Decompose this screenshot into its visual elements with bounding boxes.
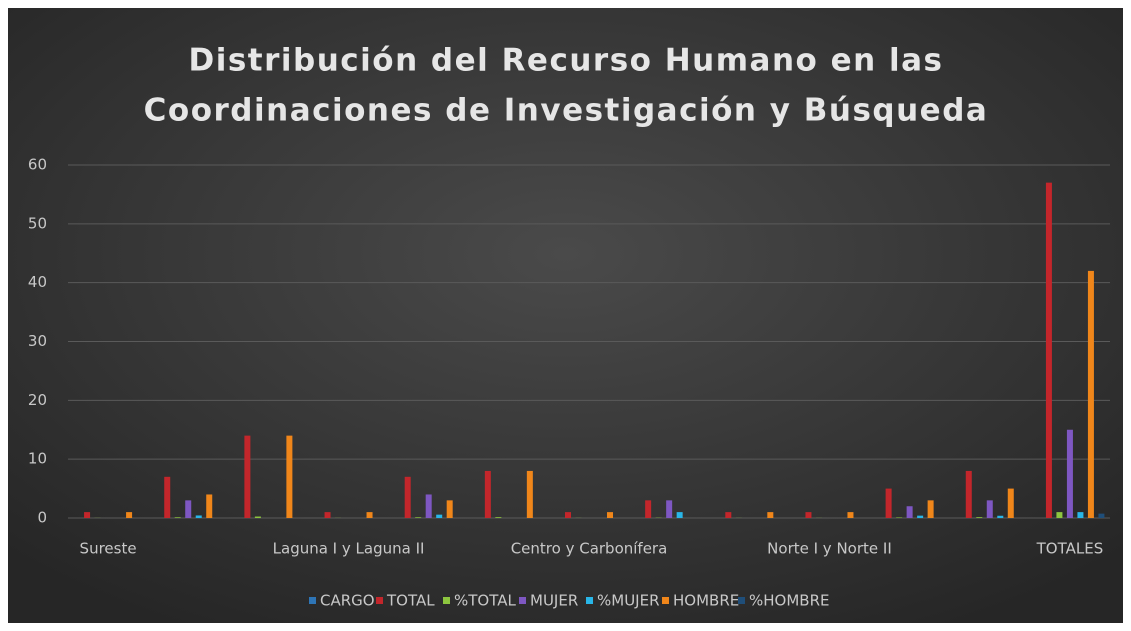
y-tick-label: 40 bbox=[28, 273, 47, 291]
bar bbox=[927, 500, 934, 518]
bar bbox=[425, 494, 432, 518]
bar bbox=[164, 476, 171, 518]
bar bbox=[1045, 182, 1052, 518]
bar bbox=[324, 512, 331, 518]
bar bbox=[725, 512, 732, 518]
y-tick-label: 30 bbox=[28, 332, 47, 350]
legend-swatch bbox=[519, 597, 526, 604]
bar bbox=[185, 500, 192, 518]
bar bbox=[126, 512, 133, 518]
y-tick-label: 10 bbox=[28, 450, 47, 468]
bar bbox=[896, 517, 903, 518]
bar bbox=[917, 515, 924, 518]
bar bbox=[906, 506, 913, 518]
y-tick-label: 0 bbox=[37, 509, 47, 527]
y-tick-label: 50 bbox=[28, 214, 47, 232]
chart-title: Coordinaciones de Investigación y Búsque… bbox=[144, 93, 989, 129]
bar bbox=[1056, 512, 1063, 518]
chart-title: Distribución del Recurso Humano en las bbox=[188, 43, 943, 79]
bar bbox=[174, 517, 181, 518]
bar bbox=[404, 476, 411, 518]
legend-label: TOTAL bbox=[386, 592, 435, 610]
bar bbox=[1007, 488, 1014, 518]
bar bbox=[366, 512, 373, 518]
bar bbox=[484, 470, 491, 518]
bar bbox=[645, 500, 652, 518]
bar bbox=[1077, 512, 1084, 518]
bar bbox=[805, 512, 812, 518]
legend-label: HOMBRE bbox=[673, 592, 739, 610]
legend-swatch bbox=[738, 597, 745, 604]
bar bbox=[84, 512, 91, 518]
legend-label: %TOTAL bbox=[454, 592, 516, 610]
legend-label: MUJER bbox=[530, 592, 578, 610]
bar bbox=[195, 515, 202, 518]
bar bbox=[997, 515, 1004, 518]
bar bbox=[206, 494, 213, 518]
legend-swatch bbox=[662, 597, 669, 604]
bar bbox=[495, 517, 502, 518]
bar bbox=[965, 470, 972, 518]
bar bbox=[847, 512, 854, 518]
bar bbox=[986, 500, 993, 518]
bar bbox=[976, 517, 983, 518]
bar bbox=[254, 516, 261, 518]
bar bbox=[666, 500, 673, 518]
chart-background bbox=[8, 8, 1123, 623]
bar bbox=[1098, 513, 1105, 518]
bar bbox=[446, 500, 453, 518]
bar bbox=[415, 517, 422, 518]
bar bbox=[436, 514, 443, 518]
y-tick-label: 60 bbox=[28, 156, 47, 174]
bar bbox=[526, 470, 533, 518]
bar bbox=[286, 435, 293, 518]
x-tick-label: TOTALES bbox=[1036, 540, 1104, 558]
legend-label: %HOMBRE bbox=[749, 592, 829, 610]
bar bbox=[565, 512, 571, 518]
x-tick-label: Sureste bbox=[80, 540, 137, 558]
x-tick-label: Norte I y Norte II bbox=[767, 540, 892, 558]
bar bbox=[767, 512, 774, 518]
x-tick-label: Centro y Carbonífera bbox=[511, 540, 668, 558]
legend-label: CARGO bbox=[320, 592, 375, 610]
y-tick-label: 20 bbox=[28, 391, 47, 409]
legend-swatch bbox=[376, 597, 383, 604]
legend-swatch bbox=[443, 597, 450, 604]
bar bbox=[244, 435, 251, 518]
legend-swatch bbox=[309, 597, 316, 604]
bar bbox=[1066, 429, 1073, 518]
bar bbox=[885, 488, 892, 518]
bar bbox=[676, 512, 683, 518]
legend-label: %MUJER bbox=[597, 592, 660, 610]
bar bbox=[1087, 270, 1094, 518]
bar bbox=[607, 512, 613, 518]
legend-swatch bbox=[586, 597, 593, 604]
x-tick-label: Laguna I y Laguna II bbox=[273, 540, 425, 558]
